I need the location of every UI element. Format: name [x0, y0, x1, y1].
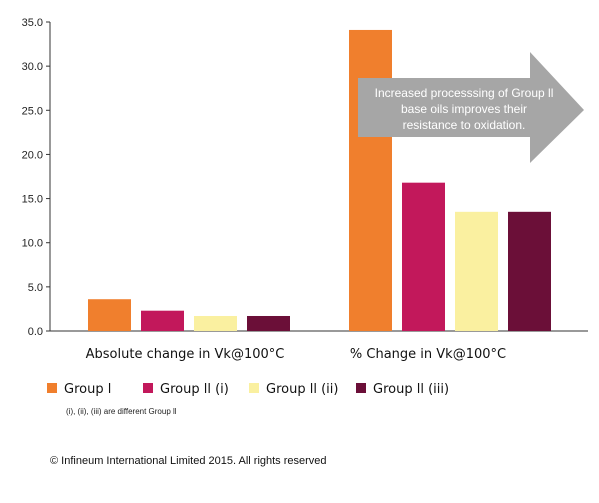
- legend-label-group-l: Group l: [64, 382, 111, 397]
- annotation-line-1: Increased processsing of Group ll: [375, 86, 554, 100]
- y-tick-labels: 0.0 5.0 10.0 15.0 20.0 25.0 30.0 35.0: [22, 17, 50, 338]
- legend-label-group-ll-i: Group ll (i): [160, 382, 229, 397]
- category-label-percent: % Change in Vk@100°C: [350, 347, 506, 362]
- y-tick-label: 0.0: [28, 326, 43, 338]
- bar: [508, 211, 551, 331]
- y-tick-label: 10.0: [22, 238, 43, 250]
- legend-swatch-group-ll-iii: [356, 383, 366, 393]
- legend: Group l Group ll (i) Group ll (ii) Group…: [47, 382, 449, 397]
- annotation-arrow-shape: [358, 52, 584, 163]
- axes: [49, 22, 588, 332]
- legend-swatch-group-l: [47, 383, 57, 393]
- y-tick-label: 20.0: [22, 149, 43, 161]
- y-tick-label: 30.0: [22, 61, 43, 73]
- copyright: © Infineum International Limited 2015. A…: [50, 455, 327, 467]
- annotation-arrow: Increased processsing of Group ll base o…: [358, 52, 584, 163]
- bar: [194, 315, 237, 331]
- y-tick-label: 15.0: [22, 194, 43, 206]
- legend-swatch-group-ll-ii: [249, 383, 259, 393]
- y-tick-label: 25.0: [22, 105, 43, 117]
- bar: [349, 29, 392, 332]
- legend-swatch-group-ll-i: [143, 383, 153, 393]
- legend-label-group-ll-ii: Group ll (ii): [266, 382, 338, 397]
- bar: [402, 182, 445, 331]
- bar: [88, 299, 131, 331]
- bar: [247, 315, 290, 331]
- bar: [455, 211, 498, 331]
- bars: [88, 29, 551, 332]
- annotation-line-2: base oils improves their: [401, 102, 527, 116]
- category-label-absolute: Absolute change in Vk@100°C: [86, 347, 285, 362]
- legend-note: (i), (ii), (iii) are different Group ll: [66, 407, 177, 416]
- legend-label-group-ll-iii: Group ll (iii): [373, 382, 449, 397]
- bar: [141, 310, 184, 331]
- annotation-line-3: resistance to oxidation.: [403, 118, 526, 132]
- y-tick-label: 5.0: [28, 282, 43, 294]
- y-tick-label: 35.0: [22, 17, 43, 29]
- category-labels: Absolute change in Vk@100°C % Change in …: [86, 347, 506, 362]
